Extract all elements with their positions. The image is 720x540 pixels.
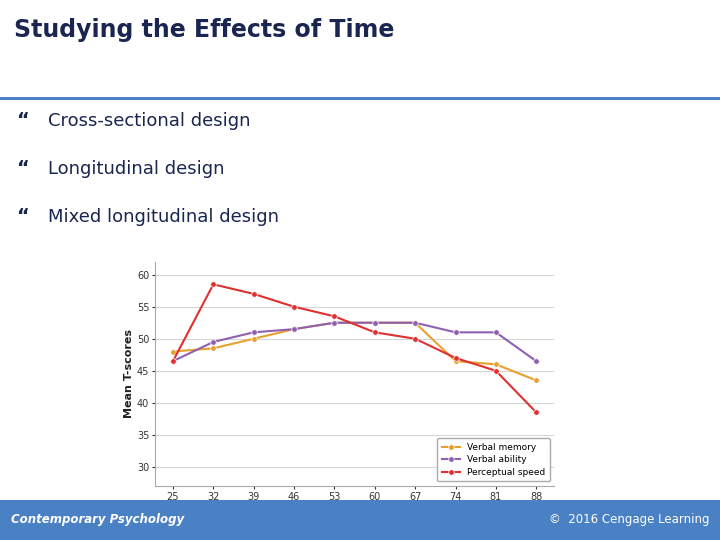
Verbal ability bbox=[330, 320, 338, 326]
Verbal ability bbox=[289, 326, 298, 332]
Perceptual speed bbox=[371, 329, 379, 335]
Verbal ability bbox=[249, 329, 258, 335]
Verbal memory bbox=[330, 320, 338, 326]
Perceptual speed bbox=[532, 409, 541, 416]
Text: ©  2016 Cengage Learning: © 2016 Cengage Learning bbox=[549, 513, 709, 526]
Line: Perceptual speed: Perceptual speed bbox=[170, 281, 539, 415]
Text: Longitudinal design: Longitudinal design bbox=[48, 160, 224, 178]
Perceptual speed bbox=[249, 291, 258, 297]
Perceptual speed bbox=[451, 355, 460, 361]
Verbal memory bbox=[371, 320, 379, 326]
Verbal memory bbox=[492, 361, 500, 368]
Perceptual speed bbox=[209, 281, 217, 287]
Verbal memory bbox=[411, 320, 420, 326]
X-axis label: Age: Age bbox=[343, 507, 366, 517]
Verbal memory bbox=[289, 326, 298, 332]
Text: “: “ bbox=[17, 159, 30, 178]
Verbal memory bbox=[168, 348, 177, 355]
Verbal ability bbox=[492, 329, 500, 335]
Verbal memory bbox=[532, 377, 541, 383]
Verbal memory bbox=[209, 345, 217, 352]
Legend: Verbal memory, Verbal ability, Perceptual speed: Verbal memory, Verbal ability, Perceptua… bbox=[437, 438, 550, 482]
Verbal memory bbox=[451, 358, 460, 365]
Verbal ability bbox=[168, 358, 177, 365]
Verbal ability bbox=[371, 320, 379, 326]
Verbal ability bbox=[532, 358, 541, 365]
Verbal ability bbox=[209, 339, 217, 345]
Text: “: “ bbox=[17, 207, 30, 226]
Line: Verbal memory: Verbal memory bbox=[170, 320, 539, 383]
Text: Studying the Effects of Time: Studying the Effects of Time bbox=[14, 17, 395, 42]
Text: Mixed longitudinal design: Mixed longitudinal design bbox=[48, 208, 279, 226]
Verbal memory bbox=[249, 335, 258, 342]
Text: “: “ bbox=[17, 111, 30, 130]
Verbal ability bbox=[451, 329, 460, 335]
Perceptual speed bbox=[330, 313, 338, 320]
Text: Contemporary Psychology: Contemporary Psychology bbox=[11, 513, 184, 526]
Perceptual speed bbox=[289, 303, 298, 310]
Perceptual speed bbox=[168, 358, 177, 365]
Verbal ability bbox=[411, 320, 420, 326]
Line: Verbal ability: Verbal ability bbox=[170, 320, 539, 364]
Perceptual speed bbox=[492, 368, 500, 374]
Perceptual speed bbox=[411, 335, 420, 342]
Y-axis label: Mean T-scores: Mean T-scores bbox=[124, 329, 134, 418]
Text: Cross-sectional design: Cross-sectional design bbox=[48, 112, 250, 130]
